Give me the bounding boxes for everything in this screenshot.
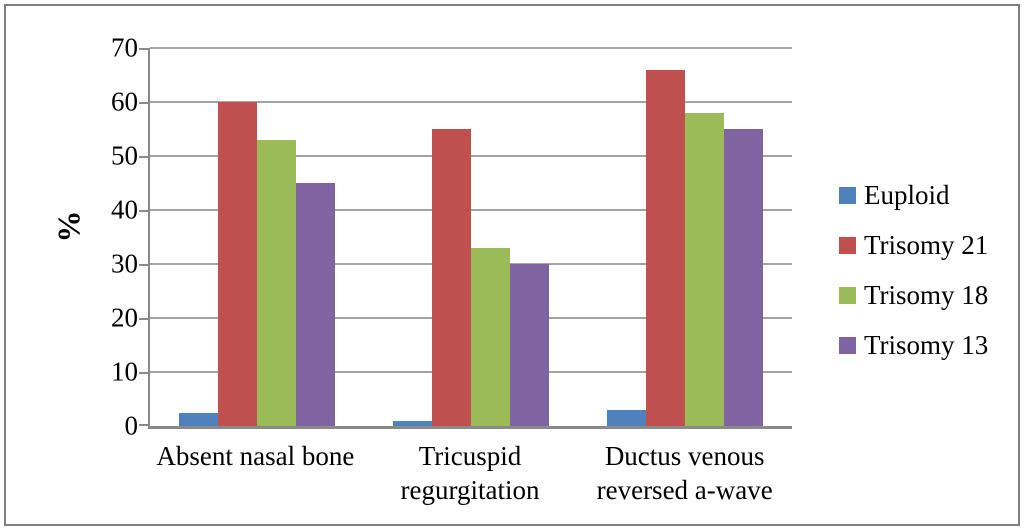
bar-trisomy-18-cat2 bbox=[685, 112, 724, 426]
y-tick-label-30: 30 bbox=[111, 248, 138, 279]
y-tick-label-40: 40 bbox=[111, 194, 138, 225]
x-axis-category-labels: Absent nasal bone Tricuspid regurgitation… bbox=[148, 439, 792, 507]
y-tick-y40 bbox=[139, 210, 148, 212]
bar-trisomy-18-cat0 bbox=[257, 139, 296, 426]
y-tick-y50 bbox=[139, 156, 148, 158]
legend-swatch-icon bbox=[839, 287, 856, 304]
legend: Euploid Trisomy 21 Trisomy 18 Trisomy 13 bbox=[839, 180, 988, 361]
legend-label: Euploid bbox=[864, 180, 950, 210]
legend-swatch-icon bbox=[839, 187, 856, 204]
bar-trisomy-13-cat1 bbox=[510, 264, 549, 426]
y-tick-label-0: 0 bbox=[124, 410, 139, 441]
bar-trisomy-21-cat1 bbox=[432, 129, 471, 426]
legend-item-trisomy-13: Trisomy 13 bbox=[839, 330, 988, 361]
bar-euploid-cat1 bbox=[393, 420, 432, 426]
bar-euploid-cat0 bbox=[179, 412, 218, 426]
x-category-label-1: Tricuspid regurgitation bbox=[400, 441, 540, 505]
y-tick-label-60: 60 bbox=[111, 86, 138, 117]
y-tick-y10 bbox=[139, 372, 148, 374]
plot-area bbox=[139, 47, 792, 429]
bar-trisomy-13-cat0 bbox=[296, 183, 335, 426]
legend-label: Trisomy 21 bbox=[864, 230, 989, 260]
bar-trisomy-13-cat2 bbox=[724, 129, 763, 426]
gridline-y70 bbox=[150, 47, 792, 49]
chart-figure: % 0 10 20 30 40 50 60 70 Absent nasal bone Tricu… bbox=[4, 4, 1020, 526]
y-tick-label-10: 10 bbox=[111, 356, 138, 387]
y-tick-y30 bbox=[139, 264, 148, 266]
y-tick-y0 bbox=[139, 424, 148, 426]
bar-trisomy-18-cat1 bbox=[471, 247, 510, 426]
gridline-y60 bbox=[150, 101, 792, 103]
bar-trisomy-21-cat2 bbox=[646, 69, 685, 426]
bar-group-2 bbox=[578, 48, 792, 426]
bar-trisomy-21-cat0 bbox=[218, 102, 257, 426]
y-tick-label-50: 50 bbox=[111, 140, 138, 171]
legend-swatch-icon bbox=[839, 237, 856, 254]
legend-label: Trisomy 18 bbox=[864, 280, 989, 310]
bar-group-1 bbox=[364, 48, 578, 426]
y-tick-label-70: 70 bbox=[111, 32, 138, 63]
y-tick-y70 bbox=[139, 48, 148, 50]
legend-item-trisomy-21: Trisomy 21 bbox=[839, 230, 988, 261]
y-tick-y20 bbox=[139, 318, 148, 320]
legend-item-trisomy-18: Trisomy 18 bbox=[839, 280, 988, 311]
legend-item-euploid: Euploid bbox=[839, 180, 988, 211]
bar-euploid-cat2 bbox=[607, 409, 646, 426]
gridline-y40 bbox=[150, 209, 792, 211]
legend-swatch-icon bbox=[839, 337, 856, 354]
legend-label: Trisomy 13 bbox=[864, 330, 989, 360]
bar-group-0 bbox=[150, 48, 364, 426]
y-tick-label-20: 20 bbox=[111, 302, 138, 333]
x-category-label-0: Absent nasal bone bbox=[156, 441, 355, 471]
y-axis-tick-labels: 0 10 20 30 40 50 60 70 bbox=[64, 33, 138, 441]
gridline-y50 bbox=[150, 155, 792, 157]
x-category-label-2: Ductus venous reversed a-wave bbox=[596, 441, 773, 505]
y-tick-y60 bbox=[139, 102, 148, 104]
